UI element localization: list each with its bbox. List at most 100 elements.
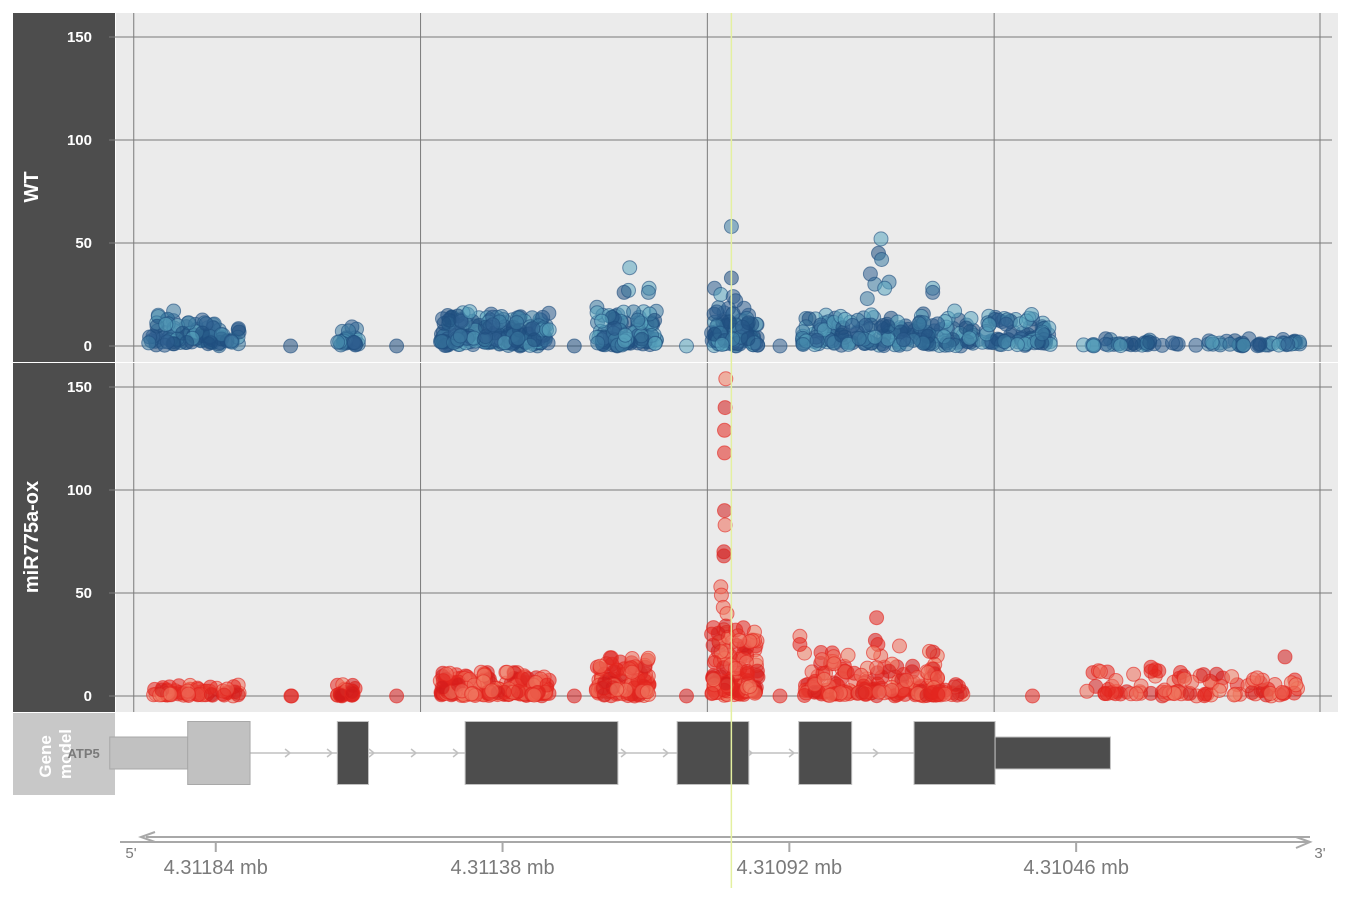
data-point [624, 664, 640, 680]
data-point [640, 284, 656, 300]
data-point [873, 231, 889, 247]
data-point [1224, 669, 1240, 685]
data-point [347, 335, 363, 351]
data-point [1079, 683, 1095, 699]
strand-arrow [410, 748, 418, 758]
data-point [858, 686, 874, 702]
three-prime-label: 3' [1314, 845, 1325, 862]
data-point [859, 291, 875, 307]
data-point [840, 647, 856, 663]
y-tick-label: 50 [75, 585, 92, 602]
data-point [159, 334, 175, 350]
data-point [809, 332, 825, 348]
data-point [1142, 334, 1158, 350]
data-point [826, 656, 842, 672]
wt-points [141, 219, 1308, 354]
data-point [679, 338, 694, 354]
data-point [499, 664, 515, 680]
data-point [880, 319, 896, 335]
y-tick-label: 50 [75, 235, 92, 252]
data-point [1177, 671, 1192, 687]
data-point [1157, 682, 1173, 698]
data-point [484, 683, 500, 699]
data-point [566, 338, 582, 354]
data-point [617, 327, 633, 343]
data-point [640, 650, 656, 666]
data-point [925, 644, 941, 660]
data-point [1097, 686, 1113, 701]
data-point [344, 684, 360, 700]
data-point [597, 674, 613, 690]
data-point [792, 637, 808, 652]
data-point [1165, 335, 1180, 351]
data-point [462, 304, 478, 320]
strand-arrow [872, 748, 880, 758]
data-point [704, 686, 720, 702]
data-point [540, 335, 556, 351]
data-point [1222, 336, 1238, 352]
data-point [1196, 667, 1211, 683]
data-point [851, 331, 867, 346]
data-point [1226, 687, 1242, 703]
data-point [622, 260, 638, 276]
data-point [869, 610, 885, 626]
y-tick-label: 150 [67, 29, 92, 46]
data-point [679, 688, 694, 704]
data-point [706, 672, 722, 688]
data-point [223, 333, 239, 349]
data-point [772, 688, 788, 704]
gene-name-label: ATP5 [67, 746, 99, 761]
data-point [740, 665, 756, 681]
data-point [1108, 673, 1124, 688]
strand-arrow [284, 748, 292, 758]
data-point [180, 686, 196, 702]
data-point [630, 312, 646, 328]
data-point [717, 503, 732, 519]
data-point [1126, 666, 1142, 682]
data-point [1252, 336, 1268, 352]
data-point [705, 637, 721, 653]
gene-model-strip [13, 713, 115, 795]
data-point [1024, 307, 1040, 322]
utr-3prime [994, 736, 1111, 770]
strand-arrow [662, 748, 670, 758]
data-point [283, 688, 299, 704]
y-tick-labels: 0 50 100 150 0 50 100 150 [67, 29, 92, 705]
gene-model-strip-label: Gene model [36, 729, 75, 779]
data-point [728, 293, 744, 309]
data-point [714, 337, 730, 352]
data-point [772, 338, 788, 354]
data-point [179, 335, 195, 350]
data-point [1277, 649, 1293, 665]
data-point [871, 684, 887, 700]
data-point [941, 337, 957, 353]
data-point [592, 658, 608, 674]
data-point [434, 679, 450, 695]
mir-strip-label: miR775a-ox [21, 481, 43, 593]
genomic-axis: 4.31184 mb 4.31138 mb 4.31092 mb 4.31046 mb… [120, 831, 1326, 879]
exon-last [913, 721, 996, 785]
data-point [717, 422, 732, 438]
data-point [510, 330, 526, 346]
y-tick-label: 150 [67, 379, 92, 396]
data-point [1280, 336, 1296, 352]
data-point [1143, 685, 1159, 701]
data-point [1034, 326, 1050, 342]
strand-arrow [620, 748, 628, 758]
axis-arrow-left [138, 831, 156, 843]
data-point [881, 663, 897, 679]
y-tick-label: 100 [67, 482, 92, 499]
exon [798, 721, 853, 785]
data-point [594, 313, 610, 329]
x-tick-label: 4.31184 mb [164, 857, 268, 879]
data-point [539, 677, 555, 693]
data-point [1009, 337, 1025, 353]
data-point [609, 662, 625, 678]
data-point [998, 316, 1014, 332]
exon [676, 721, 750, 785]
strand-arrow [368, 748, 376, 758]
data-point [874, 252, 890, 267]
data-point [706, 326, 722, 342]
data-point [877, 280, 893, 296]
data-point [1249, 670, 1265, 686]
